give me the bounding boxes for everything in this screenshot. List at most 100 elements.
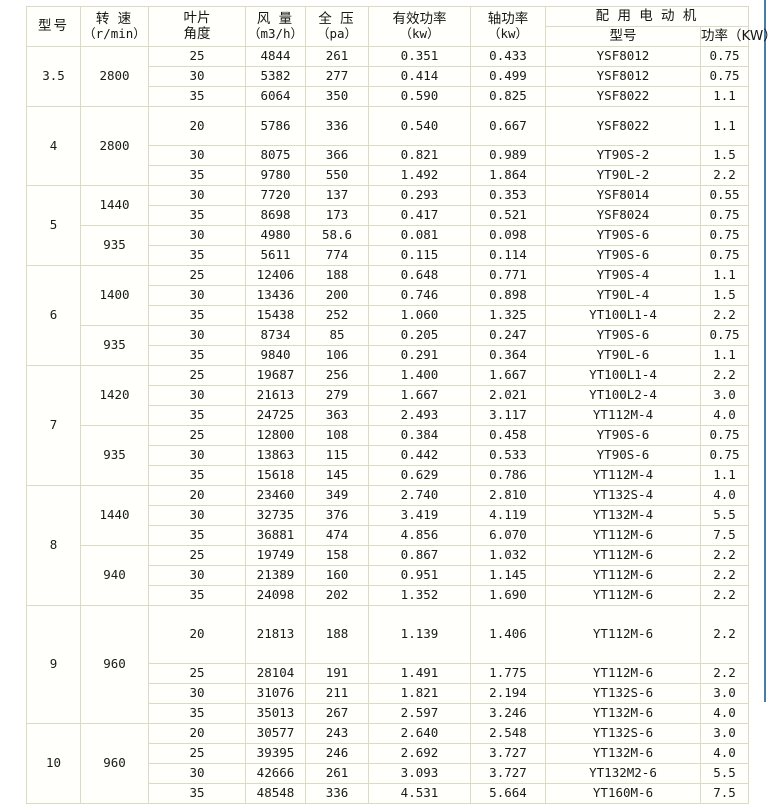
cell-air-flow: 7720 <box>245 185 306 206</box>
table-row: 4 2800 20 5786 336 0.540 0.667 YSF8022 1.1 <box>26 106 750 186</box>
cell-motor-model: YT90L-2 <box>545 165 701 186</box>
cell-blade-angle: 30 <box>148 445 246 466</box>
cell-effective-power: 0.746 <box>368 285 471 306</box>
cell-blade-angle: 35 <box>148 405 246 426</box>
cell-effective-power: 0.293 <box>368 185 471 206</box>
table-row: 7 1420 25 19687 256 1.400 1.667 YT100L1-4 2.2 <box>26 365 750 486</box>
table-row: 940 25 19749 158 0.867 1.032 YT112M-6 2.2 <box>27 545 750 606</box>
cell-total-pressure: 376 <box>305 505 369 526</box>
cell-shaft-power: 0.533 <box>470 445 546 466</box>
cell-effective-power: 3.419 <box>368 505 471 526</box>
cell-effective-power: 1.060 <box>368 305 471 326</box>
cell-effective-power: 0.417 <box>368 205 471 226</box>
fan-specification-table: 型号 转 速 （r/min） 叶片 角度 风 量 （m3/h） 全 压 （pa） <box>26 6 771 804</box>
cell-motor-model: YT100L2-4 <box>545 385 701 406</box>
cell-shaft-power: 0.247 <box>470 325 546 346</box>
cell-motor-power: 5.5 <box>699 763 750 784</box>
cell-air-flow: 19687 <box>245 365 306 386</box>
cell-blade-angle: 35 <box>148 525 246 546</box>
cell-effective-power: 0.081 <box>368 225 471 246</box>
cell-motor-power: 1.1 <box>699 345 750 366</box>
table-row: 30 31076 211 1.821 2.194 YT132S-6 3.0 <box>27 683 750 704</box>
cell-motor-model: YT100L1-4 <box>545 365 701 386</box>
cell-shaft-power: 1.667 <box>470 365 546 386</box>
cell-motor-power: 0.55 <box>699 185 750 206</box>
cell-effective-power: 1.352 <box>368 585 471 606</box>
cell-speed: 1440 <box>80 485 149 546</box>
cell-shaft-power: 0.114 <box>470 245 546 266</box>
cell-air-flow: 9780 <box>245 165 306 186</box>
cell-blade-angle: 30 <box>148 565 246 586</box>
cell-model: 5 <box>26 185 81 266</box>
cell-shaft-power: 0.499 <box>470 66 546 87</box>
cell-total-pressure: 277 <box>305 66 369 87</box>
cell-speed: 935 <box>80 425 149 486</box>
cell-motor-power: 3.0 <box>699 385 750 406</box>
page-right-rule <box>764 0 766 702</box>
cell-shaft-power: 0.364 <box>470 345 546 366</box>
cell-model: 3.5 <box>26 46 81 107</box>
table-row: 35 6064 350 0.590 0.825 YSF8022 1.1 <box>27 86 750 107</box>
column-header-motor-group: 配 用 电 动 机 <box>544 6 750 27</box>
cell-total-pressure: 160 <box>305 565 369 586</box>
column-header-total-pressure: 全 压 （pa） <box>305 6 369 47</box>
cell-motor-power: 0.75 <box>699 46 750 67</box>
cell-motor-power: 0.75 <box>699 205 750 226</box>
cell-air-flow: 24098 <box>245 585 306 606</box>
column-header-blade-angle: 叶片 角度 <box>148 6 246 47</box>
cell-shaft-power: 1.032 <box>470 545 546 566</box>
table-row: 30 5382 277 0.414 0.499 YSF8012 0.75 <box>27 66 750 87</box>
cell-total-pressure: 261 <box>305 763 369 784</box>
cell-effective-power: 1.400 <box>368 365 471 386</box>
cell-blade-angle: 35 <box>148 703 246 724</box>
cell-total-pressure: 363 <box>305 405 369 426</box>
cell-model: 4 <box>26 106 81 186</box>
cell-motor-model: YT112M-6 <box>545 545 701 566</box>
header-row-primary: 型号 转 速 （r/min） 叶片 角度 风 量 （m3/h） 全 压 （pa） <box>26 6 750 47</box>
table-row: 35 24098 202 1.352 1.690 YT112M-6 2.2 <box>27 585 750 606</box>
cell-effective-power: 0.414 <box>368 66 471 87</box>
cell-motor-power: 4.0 <box>699 743 750 764</box>
cell-air-flow: 42666 <box>245 763 306 784</box>
cell-motor-model: YT90S-6 <box>545 425 701 446</box>
cell-motor-model: YSF8012 <box>545 66 701 87</box>
cell-motor-model: YT90S-6 <box>545 325 701 346</box>
cell-motor-model: YT112M-6 <box>545 663 701 684</box>
cell-effective-power: 0.442 <box>368 445 471 466</box>
cell-motor-power: 7.5 <box>699 783 750 804</box>
cell-air-flow: 13436 <box>245 285 306 306</box>
column-header-air-flow: 风 量 （m3/h） <box>245 6 306 47</box>
cell-air-flow: 28104 <box>245 663 306 684</box>
table-row: 10 960 20 30577 243 2.640 2.548 YT132S-6 3.0 <box>26 723 750 804</box>
cell-shaft-power: 3.727 <box>470 743 546 764</box>
cell-blade-angle: 30 <box>148 683 246 704</box>
cell-total-pressure: 108 <box>305 425 369 446</box>
table-row: 6 1400 25 12406 188 0.648 0.771 YT90S-4 1.1 <box>26 265 750 366</box>
cell-shaft-power: 0.786 <box>470 465 546 486</box>
cell-model: 8 <box>26 485 81 606</box>
cell-air-flow: 31076 <box>245 683 306 704</box>
cell-air-flow: 19749 <box>245 545 306 566</box>
cell-motor-model: YT132M2-6 <box>545 763 701 784</box>
cell-motor-model: YT112M-4 <box>545 465 701 486</box>
cell-blade-angle: 30 <box>148 505 246 526</box>
cell-motor-model: YT90S-6 <box>545 245 701 266</box>
cell-total-pressure: 252 <box>305 305 369 326</box>
cell-total-pressure: 550 <box>305 165 369 186</box>
cell-motor-model: YSF8022 <box>545 86 701 107</box>
cell-motor-power: 1.1 <box>699 86 750 107</box>
cell-shaft-power: 0.898 <box>470 285 546 306</box>
cell-air-flow: 8734 <box>245 325 306 346</box>
cell-motor-model: YT132S-6 <box>545 683 701 704</box>
cell-shaft-power: 2.021 <box>470 385 546 406</box>
cell-total-pressure: 188 <box>305 265 369 286</box>
cell-shaft-power: 2.810 <box>470 485 546 506</box>
cell-total-pressure: 137 <box>305 185 369 206</box>
cell-motor-power: 2.2 <box>699 545 750 566</box>
cell-air-flow: 5611 <box>245 245 306 266</box>
cell-blade-angle: 30 <box>148 225 246 246</box>
column-header-shaft-power: 轴功率 （kw） <box>470 6 546 47</box>
cell-total-pressure: 158 <box>305 545 369 566</box>
cell-motor-power: 2.2 <box>699 585 750 606</box>
cell-blade-angle: 30 <box>148 185 246 206</box>
